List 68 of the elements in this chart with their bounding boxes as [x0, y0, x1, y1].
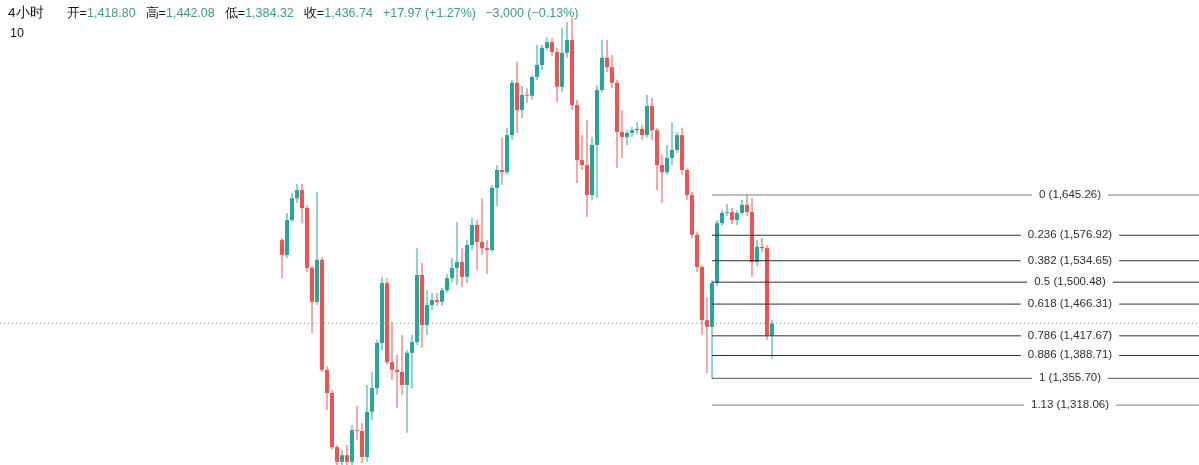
candlestick [335, 444, 339, 465]
candlestick [445, 273, 449, 294]
candlestick [705, 296, 709, 374]
candlestick [480, 197, 484, 256]
candlestick [660, 154, 664, 204]
annotation: 0.5 (1,500.48) [1034, 275, 1106, 288]
chart-title: 4小时 [8, 5, 44, 20]
candlestick [565, 21, 569, 59]
candlestick [610, 54, 614, 89]
candlestick [300, 183, 304, 224]
candlestick [620, 109, 624, 159]
annotation: 0.786 (1,417.67) [1027, 328, 1113, 341]
candlestick [525, 87, 529, 104]
candlestick [675, 131, 679, 154]
candlestick [495, 164, 499, 207]
candlestick [485, 239, 489, 275]
candlestick [535, 44, 539, 81]
annotation: 0.382 (1,534.65) [1027, 253, 1113, 266]
candlestick [530, 74, 534, 101]
annotation: 10 [10, 26, 24, 40]
candlestick [605, 39, 609, 73]
candlestick [470, 217, 474, 251]
candlestick [725, 203, 729, 217]
candlestick [540, 44, 544, 71]
annotation: 高=1,442.08 [145, 5, 215, 20]
candlestick [425, 289, 429, 336]
candlestick [295, 183, 299, 204]
candlestick [345, 444, 349, 465]
annotation: 0.618 (1,466.31) [1027, 297, 1113, 310]
candlestick [640, 124, 644, 141]
candlestick [355, 405, 359, 441]
candlestick [630, 126, 634, 138]
candlestick [520, 85, 524, 119]
candlestick [670, 121, 674, 166]
candlestick [370, 371, 374, 421]
annotation: 1.13 (1,318.06) [1030, 398, 1110, 411]
candlestick [435, 292, 439, 307]
candlestick [280, 237, 284, 279]
annotation: 0.236 (1,576.92) [1027, 228, 1113, 241]
candlestick [325, 365, 329, 411]
annotation: 1 (1,355.70) [1038, 371, 1102, 384]
annotation: −3,000 (−0.13%) [485, 6, 579, 20]
candlestick [290, 192, 294, 223]
annotation: 收=1,436.74 [303, 6, 373, 20]
annotation: +17.97 (+1.27%) [382, 6, 477, 20]
candlestick [665, 144, 669, 176]
candlestick [580, 134, 584, 171]
annotation: 开=1,418.80 [66, 6, 136, 20]
candlestick [475, 219, 479, 271]
candlestick [455, 221, 459, 286]
candlestick [740, 199, 744, 216]
candlestick [450, 257, 454, 284]
candlestick [340, 449, 344, 465]
candlestick [545, 36, 549, 51]
annotation: 0 (1,645.26) [1038, 188, 1102, 201]
candlestick [755, 239, 759, 267]
candlestick [735, 209, 739, 226]
candlestick [430, 292, 434, 311]
candlestick [410, 334, 414, 389]
candlestick [730, 207, 734, 225]
candlestick [400, 334, 404, 396]
annotation: 0.886 (1,388.71) [1027, 348, 1113, 361]
candlestick [460, 247, 464, 288]
annotation: 低=1,384.32 [224, 6, 294, 20]
candlestick [770, 319, 774, 360]
candlestick [625, 129, 629, 146]
candlestick [745, 194, 749, 217]
candlestick [390, 321, 394, 381]
